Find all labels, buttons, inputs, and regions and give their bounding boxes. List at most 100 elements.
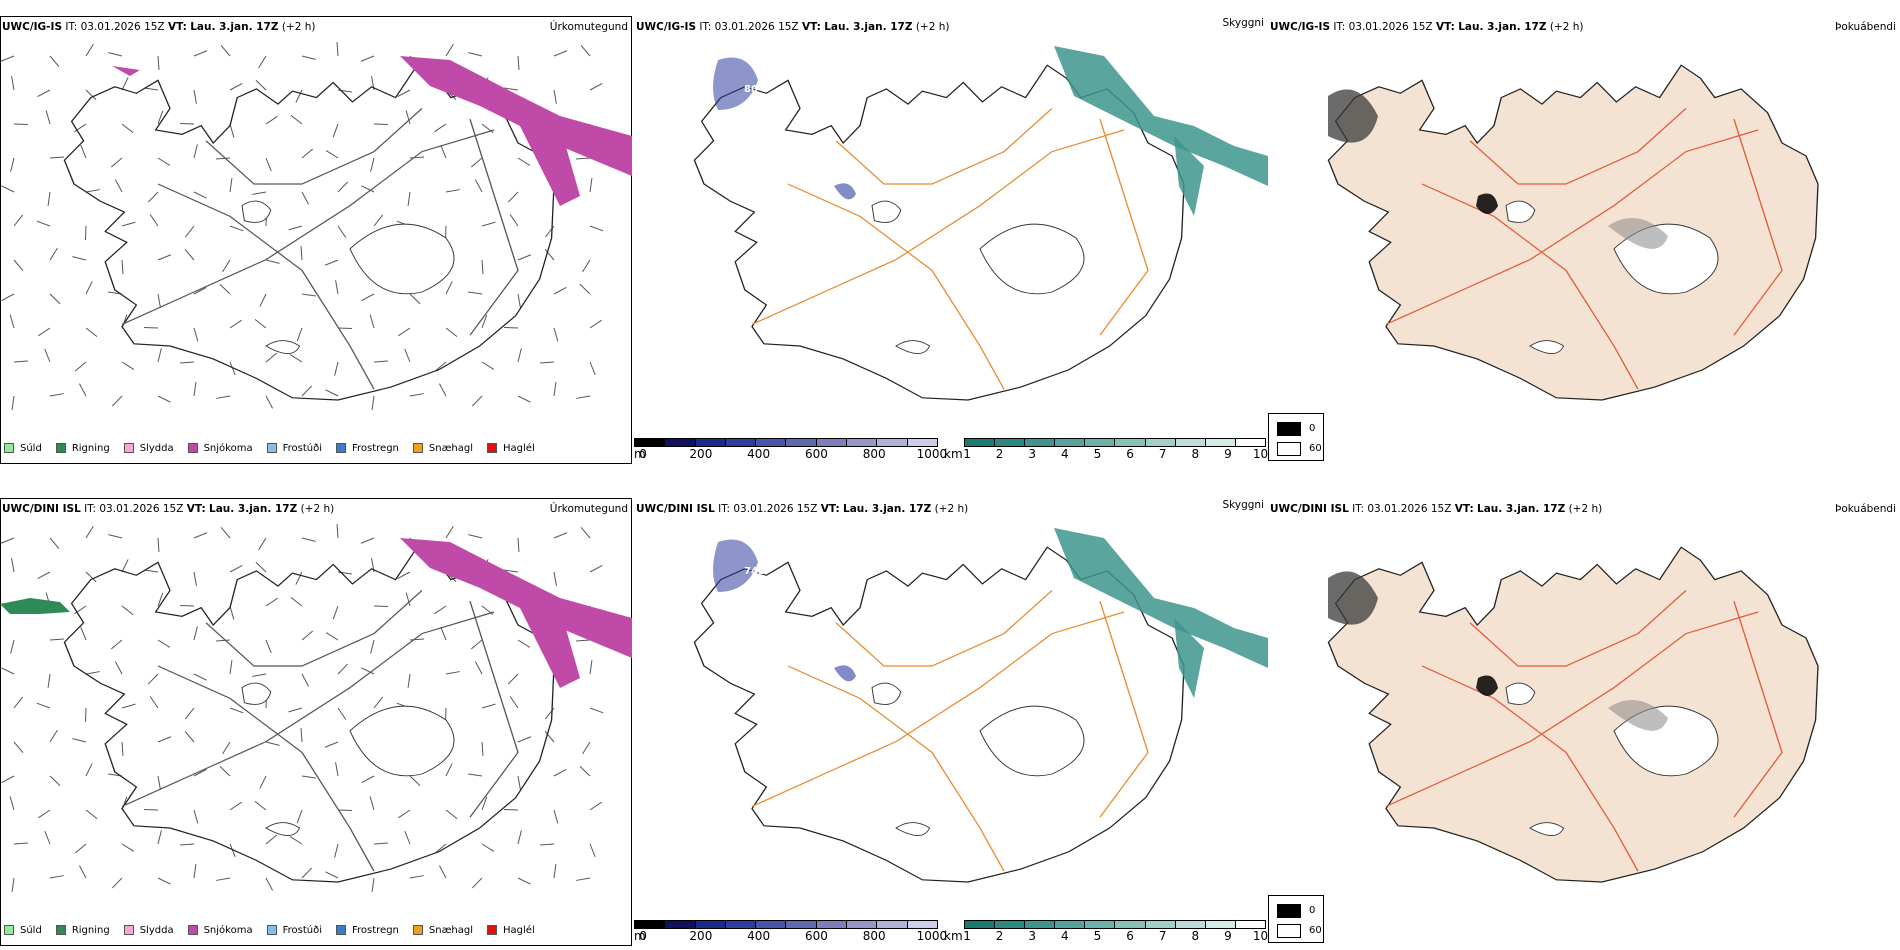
- wind-barb: [229, 82, 243, 91]
- wind-barb: [517, 55, 520, 71]
- fog-dense-area: [1328, 571, 1378, 625]
- wind-barb: [517, 639, 531, 648]
- wind-barb: [229, 564, 243, 573]
- wind-barb: [265, 639, 272, 654]
- colorbar-cell: [725, 921, 757, 928]
- coastline: [693, 546, 1185, 883]
- wind-barb: [49, 55, 60, 68]
- wind-barb: [144, 87, 159, 91]
- colorbar-tick: 10: [1252, 929, 1269, 943]
- wind-barb: [13, 259, 24, 272]
- iceland-map: [63, 64, 555, 401]
- wind-barb: [576, 877, 591, 881]
- wind-barb: [398, 809, 411, 819]
- colorbar-ticks: 0 200 400 600 800 1000: [634, 929, 947, 943]
- road: [1099, 119, 1149, 336]
- wind-barb: [258, 55, 267, 69]
- wind-barb: [589, 801, 602, 811]
- wind-barb: [215, 157, 231, 160]
- colorbar-cells: [964, 920, 1266, 929]
- wind-barb: [325, 632, 339, 641]
- wind-barb: [219, 283, 231, 295]
- road: [835, 107, 1053, 185]
- colorbar-cell: [665, 921, 696, 928]
- wind-barb: [539, 361, 555, 364]
- visibility-unit: km: [944, 447, 963, 461]
- visibility-panel: UWC/DINI ISL IT: 03.01.2026 15Z VT: Lau.…: [634, 482, 1268, 947]
- low-visibility-area: [1174, 136, 1204, 216]
- wind-barb: [517, 293, 521, 308]
- panel-header: UWC/IG-IS IT: 03.01.2026 15Z VT: Lau. 3.…: [2, 21, 315, 33]
- road: [835, 589, 1053, 667]
- legend-item: Snjókoma: [187, 440, 253, 456]
- wind-barb: [517, 254, 532, 261]
- ceiling-colorbar: 0 200 400 600 800 1000: [634, 920, 947, 948]
- wind-barb: [157, 830, 162, 845]
- wind-barb: [13, 741, 24, 754]
- fog-swatch: [1277, 924, 1301, 938]
- legend-swatch: [187, 925, 198, 935]
- wind-barb: [576, 395, 591, 399]
- wind-barb: [157, 736, 172, 743]
- wind-barb: [11, 558, 15, 573]
- wind-barb: [229, 361, 236, 376]
- wind-barb: [373, 214, 384, 227]
- vt-label: VT:: [167, 21, 187, 33]
- colorbar-ticks: 1 2 3 4 5 6 7 8 9 10: [963, 929, 1269, 943]
- colorbar-cell: [995, 439, 1026, 446]
- colorbar-tick: 600: [804, 929, 828, 943]
- vt-value: Lau. 3.jan. 17Z: [1477, 503, 1566, 515]
- legend-swatch: [123, 443, 134, 453]
- wind-barb: [220, 526, 231, 539]
- wind-barb: [434, 605, 447, 615]
- low-ceiling-area: [713, 57, 758, 110]
- wind-barb: [74, 123, 87, 133]
- wind-barb: [157, 775, 161, 790]
- colorbar-tick: 2: [995, 929, 1004, 943]
- coastline: [63, 546, 555, 883]
- wind-barb: [409, 875, 424, 879]
- iceland-map: [1327, 64, 1819, 401]
- colorbar-cell: [695, 921, 726, 928]
- wind-barb: [301, 673, 310, 687]
- wind-barb: [360, 55, 375, 62]
- wind-barb: [85, 809, 98, 820]
- wind-barb: [474, 179, 483, 193]
- map-value-label: 108: [840, 680, 861, 691]
- wind-barb: [157, 55, 160, 71]
- wind-barb: [481, 843, 495, 852]
- fog-dense-area: [1476, 193, 1498, 214]
- wind-barb: [301, 537, 316, 542]
- glacier-outline: [1529, 822, 1565, 836]
- wind-barb: [193, 532, 208, 539]
- wind-barb: [11, 76, 15, 91]
- low-visibility-area: [1174, 618, 1204, 698]
- wind-barb: [265, 259, 280, 264]
- wind-barb: [49, 775, 61, 787]
- legend-swatch: [55, 925, 66, 935]
- wind-barb: [85, 571, 97, 583]
- wind-barb: [229, 707, 244, 714]
- wind-barb: [157, 537, 160, 553]
- wind-barb: [216, 395, 231, 399]
- wind-barb: [409, 638, 425, 641]
- legend-swatch: [412, 925, 423, 935]
- wind-barb: [184, 248, 195, 261]
- wind-barb: [10, 157, 15, 172]
- wind-barb: [265, 877, 274, 891]
- colorbar-ticks: 1 2 3 4 5 6 7 8 9 10: [963, 447, 1268, 461]
- wind-barb: [445, 281, 453, 295]
- lead-time: (+2 h): [1568, 503, 1603, 515]
- colorbar-cell: [1025, 439, 1056, 446]
- road: [1469, 589, 1687, 667]
- it-label: IT:: [1333, 21, 1346, 33]
- wind-barb: [539, 843, 555, 846]
- wind-barb: [121, 221, 136, 227]
- wind-barb: [361, 775, 375, 784]
- colorbar-tick: 7: [1158, 929, 1167, 943]
- visibility-unit: km: [944, 929, 963, 943]
- wind-barb: [580, 44, 591, 57]
- panel-title: Úrkomutegund: [549, 21, 628, 33]
- wind-barb: [336, 41, 339, 57]
- wind-barb: [295, 89, 303, 103]
